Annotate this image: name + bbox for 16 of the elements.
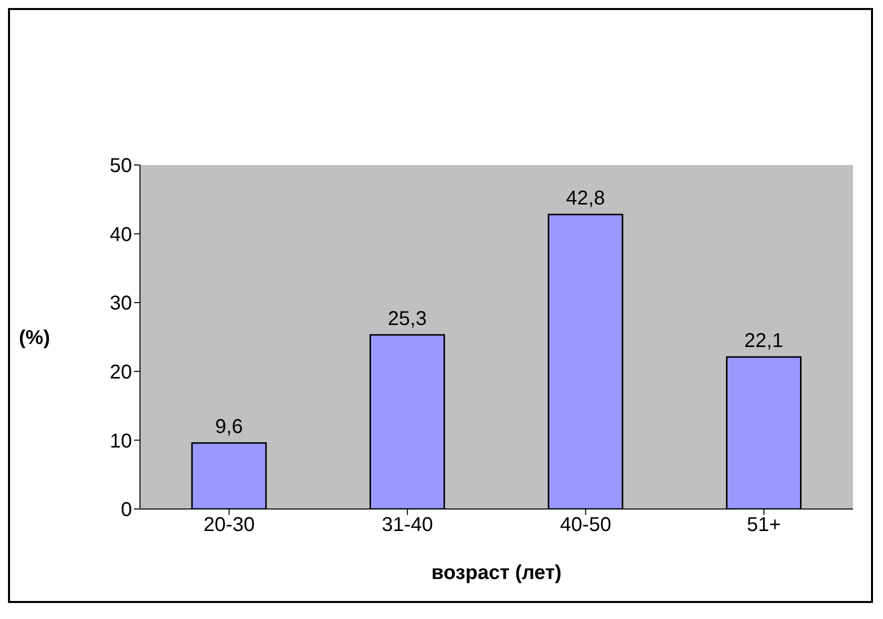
x-tick-label: 31-40 <box>382 514 433 536</box>
x-tick-label: 40-50 <box>560 514 612 536</box>
data-label: 9,6 <box>215 416 243 438</box>
y-tick-label: 40 <box>110 224 132 246</box>
y-tick-label: 10 <box>110 430 132 452</box>
y-tick-label: 30 <box>110 292 132 315</box>
x-tick-label: 51+ <box>746 514 781 536</box>
data-label: 25,3 <box>388 308 427 330</box>
data-label: 42,8 <box>566 188 605 210</box>
x-axis-title: возраст (лет) <box>431 562 562 584</box>
y-axis-title: (%) <box>18 327 50 350</box>
data-label: 22,1 <box>744 330 784 352</box>
y-tick-label: 20 <box>110 362 132 384</box>
y-tick-label: 50 <box>110 155 132 178</box>
y-tick-label: 0 <box>120 499 132 522</box>
x-tick-label: 20-30 <box>204 514 255 536</box>
